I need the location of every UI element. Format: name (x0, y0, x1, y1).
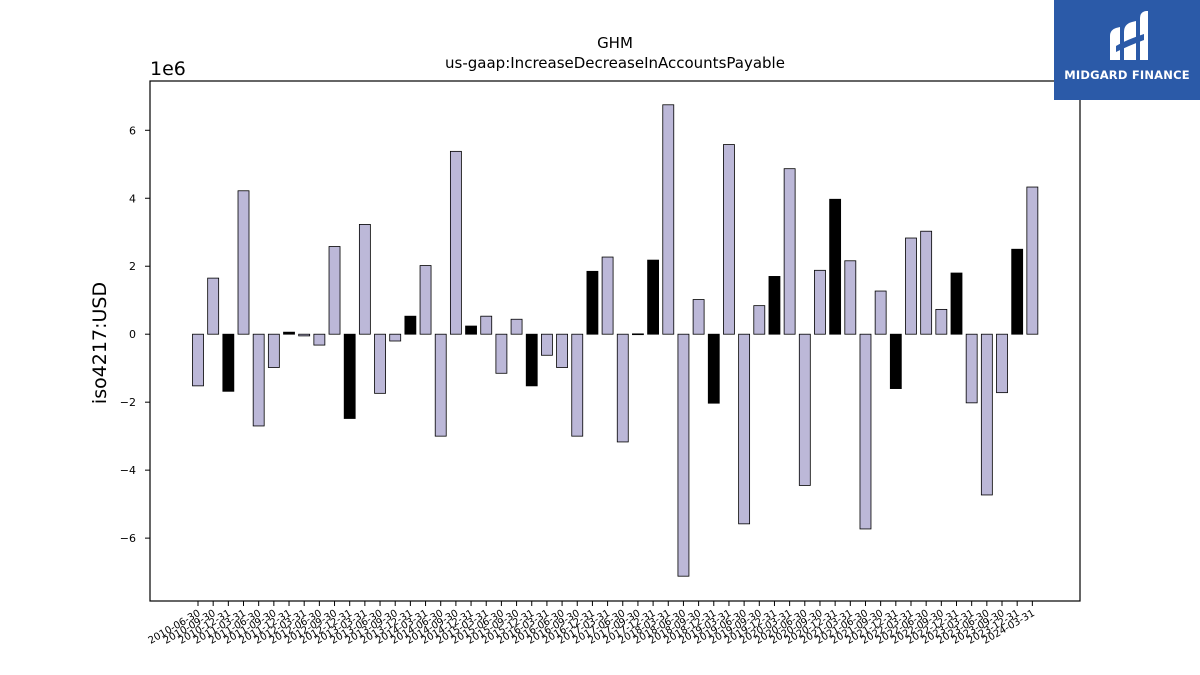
bar-2012-09-30 (328, 246, 341, 335)
logo-text: MIDGARD FINANCE (1064, 68, 1190, 82)
bar-2023-09-30 (996, 333, 1008, 394)
y-tick-label: 0 (129, 328, 136, 341)
bar-2019-09-30 (753, 305, 766, 335)
bar-2015-06-30 (495, 333, 508, 374)
bar-2011-03-31 (237, 190, 250, 335)
bar-2022-03-31 (905, 237, 917, 335)
bar-2010-09-30 (207, 277, 220, 335)
bar-2019-06-30 (738, 333, 751, 525)
bar-2024-03-31 (1026, 186, 1039, 335)
bars-group (192, 104, 1039, 577)
bar-2013-09-30 (389, 333, 402, 342)
bar-2022-12-31 (950, 272, 963, 335)
bar-2013-03-31 (358, 224, 371, 335)
x-ticks-group: 2010-06-302010-09-302010-12-312011-03-31… (147, 601, 1037, 647)
bar-2023-03-31 (965, 333, 978, 404)
bar-2015-03-31 (480, 315, 493, 335)
bar-2013-12-31 (404, 315, 417, 335)
bar-2016-09-30 (571, 333, 584, 437)
y-tick-label: −6 (120, 532, 136, 545)
y-tick-label: −2 (120, 396, 136, 409)
bar-2022-09-30 (935, 308, 948, 335)
bar-2015-09-30 (510, 318, 523, 335)
bar-2020-09-30 (814, 269, 826, 335)
brand-logo: MIDGARD FINANCE (1054, 0, 1200, 100)
y-tick-label: 2 (129, 260, 136, 273)
plot-frame (149, 80, 1081, 602)
midgard-logo-icon (1110, 11, 1148, 60)
bar-2019-12-31 (768, 276, 781, 335)
chart-title: GHM (597, 34, 633, 52)
bar-2018-09-30 (692, 299, 705, 335)
bar-2011-09-30 (267, 333, 280, 368)
bar-2018-03-31 (662, 104, 675, 335)
bar-2011-06-30 (252, 333, 265, 427)
bar-2022-06-30 (920, 230, 933, 335)
bar-2021-06-30 (859, 333, 872, 530)
bar-2017-09-30 (632, 333, 644, 336)
bar-2019-03-31 (723, 144, 735, 335)
bar-2023-12-31 (1011, 248, 1024, 335)
bar-2020-03-31 (783, 168, 796, 335)
bar-2015-12-31 (525, 333, 538, 387)
y-axis-label: iso4217:USD (89, 282, 111, 404)
bar-2012-12-31 (343, 333, 356, 419)
chart-subtitle: us-gaap:IncreaseDecreaseInAccountsPayabl… (445, 54, 785, 72)
bar-2014-06-30 (434, 333, 447, 437)
bar-2016-12-31 (586, 270, 599, 335)
bar-2012-03-31 (298, 333, 311, 337)
bar-2021-12-31 (889, 333, 902, 389)
y-offset-label: 1e6 (150, 58, 186, 80)
y-tick-label: −4 (120, 464, 136, 477)
bar-2010-12-31 (222, 333, 235, 392)
bar-2018-12-31 (707, 333, 720, 404)
bar-2016-06-30 (556, 333, 568, 368)
bar-2017-12-31 (647, 259, 659, 335)
bar-2023-06-30 (980, 333, 993, 496)
bar-2017-03-31 (601, 256, 614, 335)
bar-2021-09-30 (874, 290, 887, 335)
bar-2020-12-31 (829, 198, 842, 335)
bar-2018-06-30 (677, 333, 690, 577)
bar-2016-03-31 (541, 333, 553, 356)
y-ticks-group: −6 −4 −2 0 2 4 6 (120, 124, 150, 545)
bar-2021-03-31 (844, 260, 857, 335)
y-tick-label: 6 (129, 124, 136, 137)
bar-2020-06-30 (798, 333, 811, 486)
bar-2012-06-30 (313, 333, 326, 346)
bar-2014-12-31 (465, 325, 477, 335)
bar-2013-06-30 (374, 333, 386, 394)
bar-2014-03-31 (419, 265, 432, 335)
bar-2014-09-30 (449, 150, 462, 335)
y-tick-label: 4 (129, 192, 136, 205)
bar-2010-06-30 (192, 333, 204, 387)
bar-2011-12-31 (283, 331, 295, 335)
bar-2017-06-30 (616, 333, 629, 443)
